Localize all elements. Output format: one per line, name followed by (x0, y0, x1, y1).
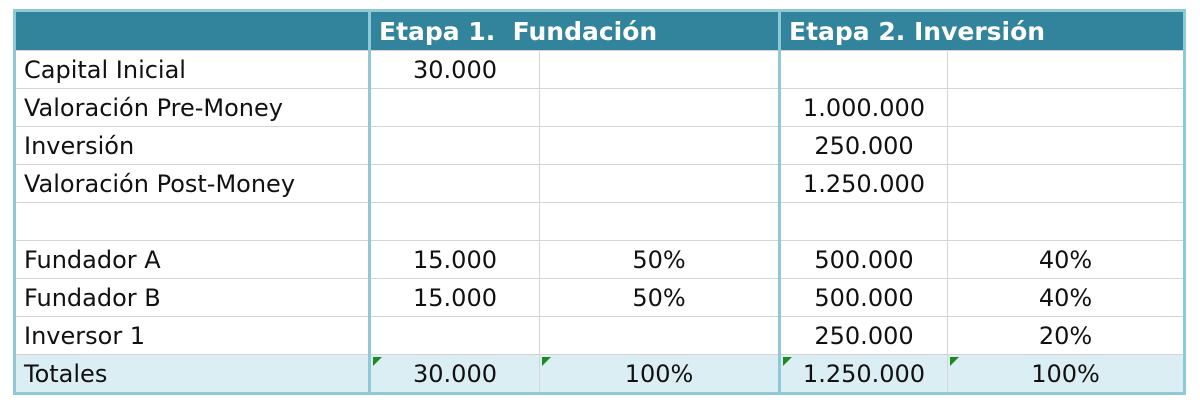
cell-value (368, 316, 540, 355)
cell-value: 500.000 (778, 240, 948, 279)
table-row: Capital Inicial 30.000 (14, 50, 1185, 89)
cell-value (368, 88, 540, 127)
table-row: Inversión 250.000 (14, 126, 1185, 165)
cell-value (947, 202, 1185, 241)
table-row: Fundador B 15.000 50% 500.000 40% (14, 278, 1185, 317)
stage-header: Etapa 2. Inversión (778, 10, 1185, 51)
cell-value (947, 126, 1185, 165)
cell-value: 1.000.000 (778, 88, 948, 127)
row-label: Fundador B (14, 278, 370, 317)
cell-value (368, 202, 540, 241)
cell-value: 50% (539, 278, 780, 317)
table-row: Valoración Pre-Money 1.000.000 (14, 88, 1185, 127)
row-label: Totales (14, 354, 370, 394)
table-row: Fundador A 15.000 50% 500.000 40% (14, 240, 1185, 279)
table-row: Totales 30.000 100% 1.250.000 100% (14, 354, 1185, 394)
cell-value (539, 202, 780, 241)
cell-value: 30.000 (368, 354, 540, 394)
row-label: Capital Inicial (14, 50, 370, 89)
header-row: Etapa 1. Fundación Etapa 2. Inversión (14, 10, 1185, 51)
stage-header: Etapa 1. Fundación (368, 10, 780, 51)
cell-value: 100% (947, 354, 1185, 394)
cell-value: 250.000 (778, 126, 948, 165)
cell-value: 50% (539, 240, 780, 279)
cell-value: 250.000 (778, 316, 948, 355)
cell-value: 15.000 (368, 278, 540, 317)
cell-value: 30.000 (368, 50, 540, 89)
cell-value (539, 316, 780, 355)
row-label: Valoración Post-Money (14, 164, 370, 203)
cell-value (947, 88, 1185, 127)
cell-value: 100% (539, 354, 780, 394)
cell-value (368, 164, 540, 203)
cell-value (539, 164, 780, 203)
cell-value: 500.000 (778, 278, 948, 317)
cell-value: 1.250.000 (778, 164, 948, 203)
cell-value: 20% (947, 316, 1185, 355)
cell-value: 1.250.000 (778, 354, 948, 394)
table-body: Capital Inicial 30.000 Valoración Pre-Mone… (14, 50, 1185, 394)
table-row (14, 202, 1185, 241)
cell-value (778, 50, 948, 89)
row-label (14, 202, 370, 241)
cell-value: 40% (947, 278, 1185, 317)
cell-value (368, 126, 540, 165)
cap-table: Etapa 1. Fundación Etapa 2. Inversión Ca… (13, 9, 1186, 395)
row-label: Inversor 1 (14, 316, 370, 355)
cell-value (539, 50, 780, 89)
row-label: Valoración Pre-Money (14, 88, 370, 127)
table-header: Etapa 1. Fundación Etapa 2. Inversión (14, 10, 1185, 51)
cell-value: 15.000 (368, 240, 540, 279)
cell-value (539, 126, 780, 165)
cell-value (778, 202, 948, 241)
header-blank (14, 10, 370, 51)
table-row: Valoración Post-Money 1.250.000 (14, 164, 1185, 203)
cell-value: 40% (947, 240, 1185, 279)
row-label: Fundador A (14, 240, 370, 279)
cell-value (539, 88, 780, 127)
cell-value (947, 50, 1185, 89)
row-label: Inversión (14, 126, 370, 165)
table-row: Inversor 1 250.000 20% (14, 316, 1185, 355)
cell-value (947, 164, 1185, 203)
